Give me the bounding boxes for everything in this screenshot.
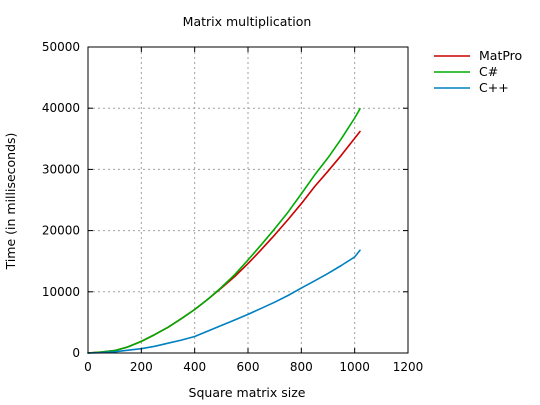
chart-title: Matrix multiplication [183,14,312,29]
y-tick-label: 40000 [42,101,80,115]
grid [88,47,408,353]
y-tick-label: 10000 [42,285,80,299]
x-tick-label: 400 [183,360,206,374]
series-line-matpro [87,130,361,354]
x-tick-label: 1200 [393,360,424,374]
series-line-c [87,108,361,354]
y-axis-label: Time (in milliseconds) [3,133,18,271]
y-tick-label: 20000 [42,224,80,238]
x-axis-label: Square matrix size [189,385,306,400]
x-tick-label: 800 [290,360,313,374]
series-line-c [87,249,361,354]
x-tick-label: 0 [84,360,92,374]
legend-label: MatPro [479,48,522,63]
plot-series [87,108,361,354]
legend-label: C++ [479,80,509,95]
x-tick-label: 600 [237,360,260,374]
y-tick-label: 30000 [42,162,80,176]
y-tick-label: 50000 [42,40,80,54]
x-tick-label: 200 [130,360,153,374]
x-tick-label: 1000 [339,360,370,374]
axis-ticks: 0 200 400 600 800 1000 1200 0 10000 20000 30000 400… [42,40,423,374]
y-tick-label: 0 [72,346,80,360]
legend-label: C# [479,64,498,79]
